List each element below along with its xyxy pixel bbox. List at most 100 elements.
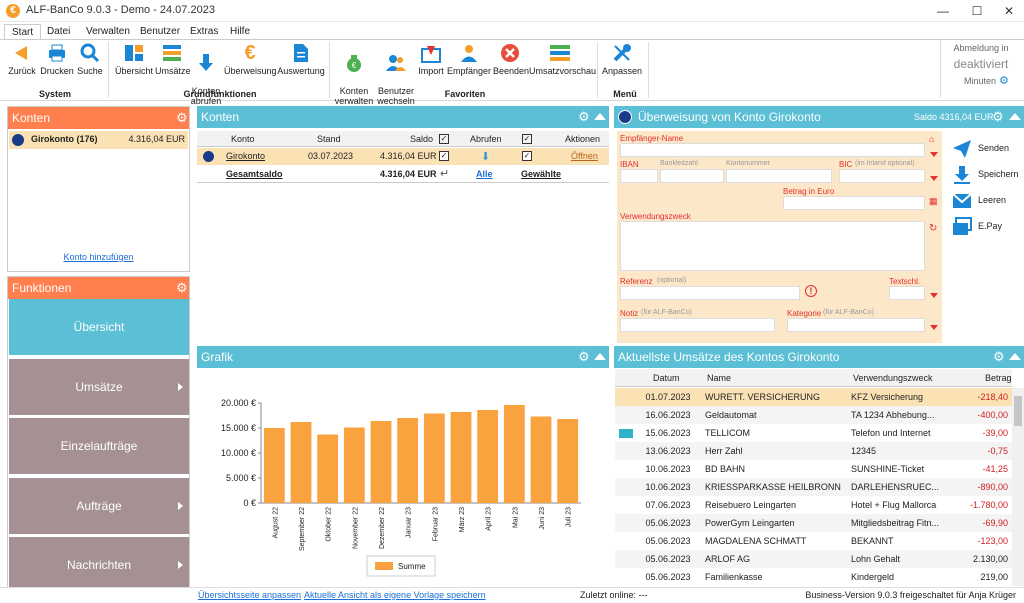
search-button[interactable]: Suche: [76, 42, 104, 76]
function-messages-button[interactable]: Nachrichten: [9, 537, 189, 593]
fetch-arrow-icon[interactable]: ⬇: [481, 151, 491, 163]
save-button[interactable]: Speichern: [952, 165, 1022, 187]
print-button[interactable]: Drucken: [40, 42, 74, 76]
col-name[interactable]: Name: [707, 373, 732, 383]
epay-button[interactable]: E.Pay: [952, 217, 1022, 239]
recipient-name-input[interactable]: [620, 143, 925, 157]
col-betrag[interactable]: Betrag: [985, 373, 1012, 383]
bic-input[interactable]: [839, 169, 925, 183]
collapse-icon[interactable]: [594, 113, 606, 120]
maximize-icon[interactable]: ☐: [971, 4, 983, 18]
tab-benutzer[interactable]: Benutzer: [140, 26, 181, 37]
close-icon[interactable]: ✕: [1003, 4, 1015, 18]
table-row[interactable]: 13.06.2023 Herr Zahl 12345 -0,75: [615, 442, 1012, 460]
gear-icon[interactable]: ⚙: [176, 280, 188, 295]
collapse-icon[interactable]: [1009, 353, 1021, 360]
cell-betrag: -1.780,00: [969, 500, 1008, 510]
recipient-dropdown-icon[interactable]: [930, 152, 938, 157]
blz-input[interactable]: [660, 169, 724, 183]
row-saldo-checkbox[interactable]: ✓: [439, 151, 449, 161]
gear-icon[interactable]: ⚙: [176, 110, 188, 125]
switch-user-button[interactable]: Benutzer wechseln: [377, 42, 415, 106]
bar: [477, 410, 499, 503]
scrollbar-thumb[interactable]: [1014, 396, 1022, 426]
note-input[interactable]: [620, 318, 775, 332]
function-single-orders-button[interactable]: Einzelaufträge: [9, 418, 189, 474]
cell-zweck: TA 1234 Abhebung...: [851, 410, 935, 420]
table-row[interactable]: 05.06.2023 MAGDALENA SCHMATT BEKANNT -123,0…: [615, 532, 1012, 550]
customize-button[interactable]: Anpassen: [602, 42, 642, 76]
category-dropdown-icon[interactable]: [930, 325, 938, 330]
save-view-link[interactable]: Aktuelle Ansicht als eigene Vorlage spei…: [304, 590, 486, 600]
table-row[interactable]: 01.07.2023 WURETT. VERSICHERUNG KFZ Versic…: [615, 388, 1012, 406]
tab-extras[interactable]: Extras: [190, 26, 219, 37]
text-key-dropdown-icon[interactable]: [930, 293, 938, 298]
select-all-fetch-checkbox[interactable]: ✓: [522, 134, 532, 144]
evaluation-button[interactable]: Auswertung: [277, 42, 325, 76]
overview-button[interactable]: Übersicht: [114, 42, 154, 76]
iban-country-input[interactable]: [620, 169, 658, 183]
gear-icon[interactable]: ⚙: [578, 349, 590, 364]
autolock-status[interactable]: deaktiviert: [953, 57, 1009, 71]
col-zweck[interactable]: Verwendungszweck: [853, 373, 933, 383]
table-row[interactable]: 07.06.2023 Reisebuero Leingarten Hotel + F…: [615, 496, 1012, 514]
account-row[interactable]: Girokonto (176) 4.316,04 EUR: [9, 131, 188, 149]
tab-start[interactable]: Start: [4, 24, 42, 40]
row-fetch-checkbox[interactable]: ✓: [522, 151, 532, 161]
quit-button[interactable]: Beenden: [493, 42, 529, 76]
category-input[interactable]: [787, 318, 925, 332]
gear-icon[interactable]: ⚙: [992, 109, 1004, 124]
recipients-button[interactable]: Empfänger: [447, 42, 491, 76]
col-datum[interactable]: Datum: [653, 373, 680, 383]
bic-dropdown-icon[interactable]: [930, 176, 938, 181]
gear-icon[interactable]: ⚙: [993, 349, 1005, 364]
text-key-input[interactable]: [889, 286, 925, 300]
return-arrow-icon[interactable]: ↵: [440, 168, 450, 180]
function-overview-button[interactable]: Übersicht: [9, 299, 189, 355]
calculator-icon[interactable]: ▦: [929, 196, 938, 206]
function-orders-button[interactable]: Aufträge: [9, 478, 189, 534]
info-icon[interactable]: !: [805, 285, 817, 297]
home-icon[interactable]: ⌂: [929, 134, 935, 144]
amount-input[interactable]: [783, 196, 925, 210]
table-row[interactable]: 05.06.2023 PowerGym Leingarten Mitgliedsbe…: [615, 514, 1012, 532]
transactions-button[interactable]: Umsätze: [155, 42, 191, 76]
back-button[interactable]: Zurück: [6, 42, 38, 76]
open-account-link[interactable]: Öffnen: [571, 151, 598, 161]
fetch-selected-link[interactable]: Gewählte: [521, 169, 562, 179]
table-row[interactable]: 05.06.2023 ARLOF AG Lohn Gehalt 2.130,00: [615, 550, 1012, 568]
customize-overview-link[interactable]: Übersichtsseite anpassen: [198, 590, 302, 600]
refresh-icon[interactable]: ↻: [929, 223, 938, 234]
transaction-preview-button[interactable]: Umsatzvorschau: [529, 42, 596, 76]
manage-accounts-button[interactable]: € Konten verwalten: [334, 42, 374, 106]
clear-button[interactable]: Leeren: [952, 191, 1022, 213]
send-button[interactable]: Senden: [952, 139, 1022, 161]
table-row[interactable]: 05.06.2023 Familienkasse Kindergeld 219,00: [615, 568, 1012, 586]
fetch-accounts-button[interactable]: Konten abrufen: [190, 42, 222, 106]
gear-icon[interactable]: ⚙: [578, 109, 590, 124]
tab-hilfe[interactable]: Hilfe: [230, 26, 251, 37]
add-account-link[interactable]: Konto hinzufügen: [63, 252, 134, 262]
purpose-input[interactable]: [620, 221, 925, 271]
tab-datei[interactable]: Datei: [47, 26, 71, 37]
collapse-icon[interactable]: [594, 353, 606, 360]
row-konto-link[interactable]: Girokonto: [226, 151, 266, 161]
table-row[interactable]: 10.06.2023 BD BAHN SUNSHINE-Ticket -41,25: [615, 460, 1012, 478]
kto-input[interactable]: [726, 169, 832, 183]
transfer-button[interactable]: € Überweisung: [224, 42, 277, 76]
collapse-icon[interactable]: [1009, 113, 1021, 120]
accounts-table-row[interactable]: Girokonto 03.07.2023 4.316,04 EUR ✓ ⬇ ✓ …: [197, 148, 609, 165]
minimize-icon[interactable]: —: [937, 4, 949, 18]
select-all-saldo-checkbox[interactable]: ✓: [439, 134, 449, 144]
function-transactions-button[interactable]: Umsätze: [9, 359, 189, 415]
print-label: Drucken: [40, 66, 74, 76]
scrollbar[interactable]: [1012, 388, 1024, 586]
table-row[interactable]: 16.06.2023 Geldautomat TA 1234 Abhebung...…: [615, 406, 1012, 424]
autolock-gear-icon[interactable]: ⚙: [999, 75, 1009, 87]
table-row[interactable]: 15.06.2023 TELLICOM Telefon und Internet -3…: [615, 424, 1012, 442]
import-button[interactable]: Import: [417, 42, 445, 76]
table-row[interactable]: 10.06.2023 KRIESSPARKASSE HEILBRONN DARLEH…: [615, 478, 1012, 496]
fetch-all-link[interactable]: Alle: [476, 169, 493, 179]
tab-verwalten[interactable]: Verwalten: [86, 26, 130, 37]
reference-input[interactable]: [620, 286, 800, 300]
